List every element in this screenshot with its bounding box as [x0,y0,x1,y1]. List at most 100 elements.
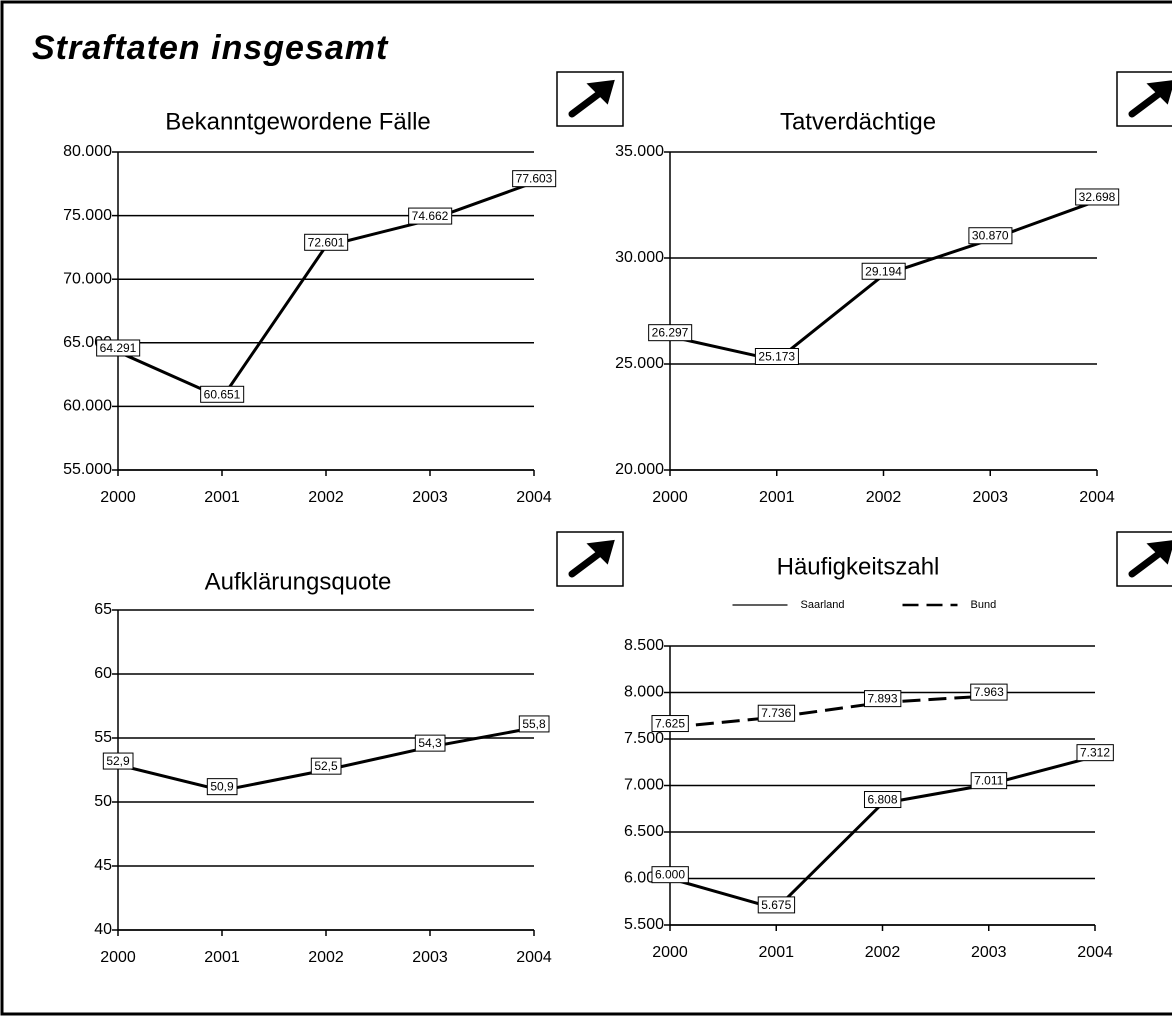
x-tick-label: 2002 [308,949,344,966]
x-tick-label: 2004 [1079,489,1115,506]
value-label: 72.601 [308,235,345,249]
value-label-box [970,772,1008,790]
y-tick-label: 60.000 [63,398,112,415]
y-tick-label: 80.000 [63,143,112,160]
value-label: 7.893 [867,692,897,706]
expand-button[interactable] [1116,71,1172,127]
y-tick-label: 55 [94,729,112,746]
x-tick-label: 2001 [204,489,240,506]
chart-title: Bekanntgewordene Fälle [165,108,431,135]
value-label-box [863,690,902,708]
value-label: 32.698 [1079,190,1116,204]
value-label: 26.297 [652,326,689,340]
value-label: 7.736 [761,706,791,720]
x-tick-label: 2004 [516,489,552,506]
value-label-box [757,704,796,722]
expand-button[interactable] [1116,531,1172,587]
value-label-box [304,233,349,251]
value-label: 64.291 [100,341,137,355]
value-label: 6.808 [867,793,897,807]
y-tick-label: 8.000 [624,684,664,701]
x-tick-label: 2004 [1077,944,1113,961]
legend-label: Bund [971,599,997,611]
x-tick-label: 2003 [412,949,448,966]
data-line [669,694,989,729]
y-tick-label: 40 [94,921,112,938]
value-label: 54,3 [418,736,442,750]
value-label: 52,9 [106,754,130,768]
value-label-box [863,791,902,809]
y-tick-label: 5.500 [624,916,664,933]
value-label-box [861,262,906,280]
y-tick-label: 45 [94,857,112,874]
x-tick-label: 2000 [100,949,136,966]
legend-label: Saarland [801,599,845,611]
value-label: 6.000 [655,868,685,882]
page-title: Straftaten insgesamt [32,29,389,67]
x-tick-label: 2004 [516,949,552,966]
value-label: 52,5 [314,759,338,773]
value-label-box [651,715,689,733]
value-label-box [970,683,1008,701]
y-tick-label: 60 [94,665,112,682]
value-label-box [310,757,342,775]
chart-title: Aufklärungsquote [205,568,392,595]
y-tick-label: 20.000 [615,461,664,478]
chart-title: Tatverdächtige [780,108,936,135]
y-tick-label: 70.000 [63,270,112,287]
chart-title: Häufigkeitszahl [777,553,940,580]
x-tick-label: 2002 [866,489,902,506]
y-tick-label: 50 [94,793,112,810]
x-tick-label: 2001 [759,489,795,506]
x-tick-label: 2001 [204,949,240,966]
value-label: 7.625 [655,717,685,731]
value-label: 55,8 [522,717,546,731]
y-tick-label: 7.000 [624,777,664,794]
y-tick-label: 55.000 [63,461,112,478]
x-tick-label: 2002 [865,944,901,961]
x-tick-label: 2003 [972,489,1008,506]
x-tick-label: 2000 [652,944,688,961]
value-label-box [1075,188,1120,206]
y-tick-label: 6.500 [624,823,664,840]
y-tick-label: 8.500 [624,637,664,654]
expand-button[interactable] [556,531,624,587]
data-line [669,199,1098,362]
value-label-box [200,385,245,403]
x-tick-label: 2003 [412,489,448,506]
value-label-box [754,348,799,366]
value-label-box [408,207,453,225]
value-label-box [512,170,557,188]
value-label-box [96,339,141,357]
value-label-box [757,896,796,914]
value-label-box [102,752,134,770]
value-label: 60.651 [204,387,241,401]
y-tick-label: 35.000 [615,143,664,160]
x-tick-label: 2000 [652,489,688,506]
y-tick-label: 7.500 [624,730,664,747]
value-label: 29.194 [865,264,902,278]
value-label: 7.963 [974,685,1004,699]
value-label: 77.603 [516,172,553,186]
value-label-box [1076,744,1114,762]
value-label-box [518,715,550,733]
value-label-box [651,866,689,884]
y-tick-label: 65 [94,601,112,618]
y-tick-label: 30.000 [615,249,664,266]
x-tick-label: 2003 [971,944,1007,961]
x-tick-label: 2000 [100,489,136,506]
value-label: 74.662 [412,209,449,223]
value-label: 30.870 [972,229,1009,243]
expand-button[interactable] [556,71,624,127]
value-label-box [648,324,693,342]
data-line [117,181,535,400]
value-label-box [968,227,1013,245]
x-tick-label: 2002 [308,489,344,506]
value-label: 50,9 [210,780,234,794]
y-tick-label: 75.000 [63,207,112,224]
value-label: 25.173 [758,350,795,364]
value-label-box [414,734,446,752]
value-label: 7.011 [974,774,1003,788]
